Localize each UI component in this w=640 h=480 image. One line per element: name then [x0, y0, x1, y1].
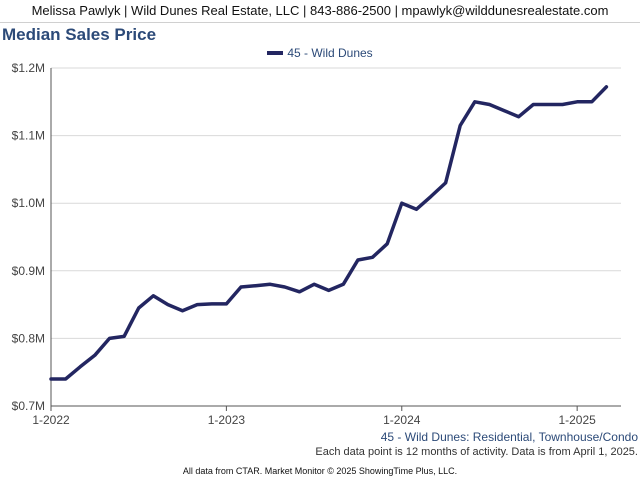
agent-header: Melissa Pawlyk | Wild Dunes Real Estate,… — [0, 0, 640, 23]
x-tick-label: 1-2025 — [558, 413, 596, 427]
y-tick-label: $1.1M — [12, 129, 45, 143]
legend-label: 45 - Wild Dunes — [287, 46, 373, 60]
chart-title: Median Sales Price — [2, 25, 157, 44]
median-price-line-chart: $0.7M $0.8M $0.9M $1.0M $1.1M $1.2M 1-2022 1-20… — [12, 61, 621, 427]
y-tick-label: $1.2M — [12, 61, 45, 75]
chart-legend: 45 - Wild Dunes — [0, 46, 640, 60]
y-tick-label: $0.7M — [12, 399, 45, 413]
legend-swatch — [267, 50, 284, 55]
x-tick-label: 1-2022 — [32, 413, 70, 427]
x-tick-label: 1-2023 — [208, 413, 246, 427]
y-tick-label: $1.0M — [12, 196, 45, 210]
footer-credit: All data from CTAR. Market Monitor © 202… — [182, 466, 458, 476]
data-note: Each data point is 12 months of activity… — [315, 446, 638, 458]
series-subtitle: 45 - Wild Dunes: Residential, Townhouse/… — [380, 430, 638, 444]
y-tick-label: $0.9M — [12, 264, 45, 278]
agent-contact-line: Melissa Pawlyk | Wild Dunes Real Estate,… — [31, 3, 609, 18]
y-tick-label: $0.8M — [12, 331, 45, 345]
x-tick-label: 1-2024 — [383, 413, 421, 427]
series-line — [49, 85, 609, 381]
